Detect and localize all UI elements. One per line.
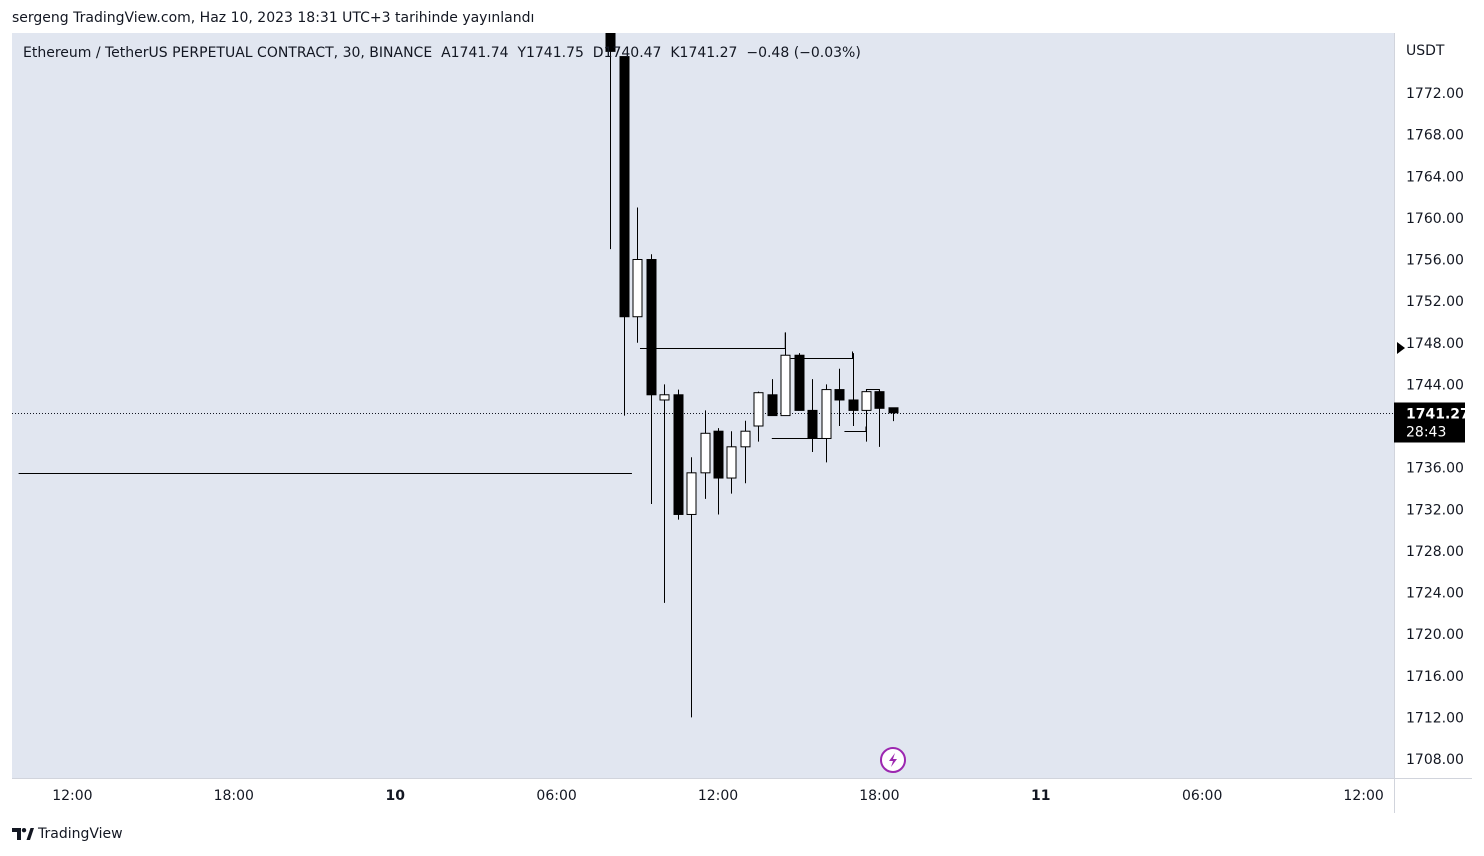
- candle: [673, 389, 684, 520]
- y-tick-label: 1728.00: [1406, 544, 1464, 560]
- bracket-drawing: [844, 426, 867, 432]
- y-tick-label: 1716.00: [1406, 669, 1464, 685]
- candle: [619, 56, 630, 416]
- candle-body: [794, 354, 805, 411]
- y-tick-label: 1744.00: [1406, 377, 1464, 393]
- candle-body: [834, 389, 845, 401]
- candle: [753, 391, 764, 442]
- y-tick-label: 1720.00: [1406, 627, 1464, 643]
- symbol-legend: Ethereum / TetherUS PERPETUAL CONTRACT, …: [23, 45, 861, 61]
- candle-body: [807, 409, 818, 439]
- candle-body: [767, 394, 778, 417]
- candle: [686, 457, 697, 718]
- tradingview-logo[interactable]: TradingView: [12, 826, 123, 842]
- candle: [632, 207, 643, 343]
- last-price-box: [1394, 402, 1465, 443]
- y-tick-label: 1736.00: [1406, 461, 1464, 477]
- tradingview-brand: TradingView: [38, 826, 123, 842]
- candle-body: [605, 33, 616, 52]
- y-tick-label: 1760.00: [1406, 211, 1464, 227]
- y-tick-label: 1748.00: [1406, 336, 1464, 352]
- candle: [713, 428, 724, 515]
- candle-body: [821, 389, 832, 439]
- candle: [888, 407, 899, 422]
- candle: [874, 389, 885, 447]
- tradingview-logo-icon: [12, 828, 34, 840]
- plot-area: [12, 33, 1394, 778]
- countdown-label: 28:43: [1406, 425, 1446, 441]
- y-tick-label: 1712.00: [1406, 710, 1464, 726]
- x-tick-label: 06:00: [536, 788, 576, 804]
- candle-body: [619, 56, 630, 318]
- candle: [646, 254, 657, 505]
- y-tick-label: 1772.00: [1406, 86, 1464, 102]
- candle: [726, 431, 737, 494]
- candle-body: [888, 407, 899, 414]
- x-tick-label: 10: [385, 788, 405, 804]
- candlestick-chart[interactable]: 1772.00 1768.00 1764.00 1760.00 1756.00 1752.…: [12, 33, 1472, 813]
- x-tick-label: 18:00: [214, 788, 254, 804]
- x-tick-label: 12:00: [1343, 788, 1383, 804]
- candle-body: [632, 259, 643, 318]
- candle-body: [646, 259, 657, 396]
- candle-body: [726, 446, 737, 479]
- candle-body: [861, 391, 872, 411]
- price-marker-arrow: [1397, 341, 1405, 354]
- candle-body: [659, 394, 670, 401]
- x-tick-label: 18:00: [859, 788, 899, 804]
- bracket-drawing: [790, 351, 853, 359]
- candle: [794, 353, 805, 411]
- time-axis: [12, 778, 1394, 813]
- candle: [861, 389, 872, 442]
- candle: [821, 384, 832, 463]
- candle: [834, 368, 845, 426]
- candle-body: [700, 432, 711, 474]
- y-tick-label: 1764.00: [1406, 169, 1464, 185]
- y-tick-label: 1768.00: [1406, 128, 1464, 144]
- candle-body: [753, 392, 764, 427]
- candle-body: [780, 354, 791, 417]
- currency-label: USDT: [1406, 43, 1445, 59]
- y-tick-label: 1756.00: [1406, 253, 1464, 269]
- publish-line: sergeng TradingView.com, Haz 10, 2023 18…: [12, 10, 535, 26]
- y-tick-label: 1708.00: [1406, 752, 1464, 768]
- x-tick-label: 11: [1031, 788, 1050, 804]
- candle-body: [713, 430, 724, 479]
- candle: [848, 353, 859, 426]
- candle-body: [686, 472, 697, 515]
- candle: [605, 33, 616, 250]
- candle-body: [673, 394, 684, 515]
- x-tick-label: 12:00: [52, 788, 92, 804]
- candle: [767, 379, 778, 417]
- x-tick-label: 06:00: [1182, 788, 1222, 804]
- candle-body: [740, 430, 751, 448]
- last-price-label: 1741.27: [1406, 407, 1470, 423]
- y-tick-label: 1752.00: [1406, 294, 1464, 310]
- candle: [659, 384, 670, 603]
- candle: [700, 410, 711, 499]
- candle: [780, 332, 791, 417]
- y-tick-label: 1732.00: [1406, 502, 1464, 518]
- candle-body: [874, 391, 885, 409]
- x-tick-label: 12:00: [698, 788, 738, 804]
- candle: [807, 379, 818, 453]
- candle: [740, 420, 751, 484]
- y-tick-label: 1724.00: [1406, 586, 1464, 602]
- lightning-alert-icon[interactable]: [880, 747, 906, 773]
- candle-body: [848, 399, 859, 411]
- chart-frame[interactable]: 1772.00 1768.00 1764.00 1760.00 1756.00 1752.…: [12, 33, 1472, 813]
